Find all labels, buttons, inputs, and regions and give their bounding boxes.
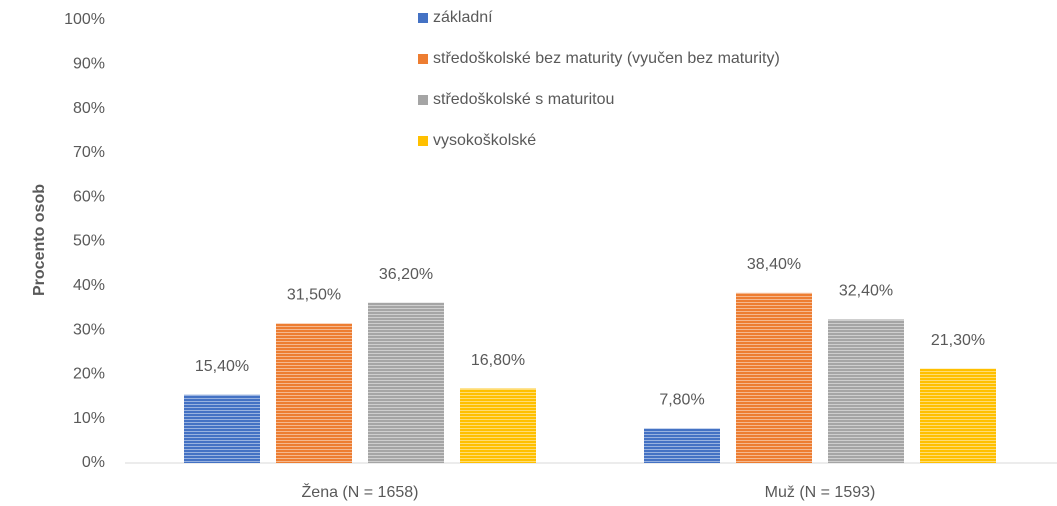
data-label: 16,80% [471,352,525,369]
data-label: 36,20% [379,266,433,283]
bar [736,292,812,463]
y-tick-label: 20% [73,366,105,383]
y-tick-label: 40% [73,277,105,294]
legend-swatch [418,95,428,105]
data-label: 31,50% [287,287,341,304]
bar [644,428,720,463]
bar [368,302,444,463]
bar [460,388,536,463]
y-tick-label: 90% [73,56,105,73]
y-tick-label: 80% [73,100,105,117]
y-tick-label: 70% [73,144,105,161]
legend-label: středoškolské bez maturity (vyučen bez m… [433,50,780,67]
y-tick-label: 10% [73,410,105,427]
y-tick-label: 100% [64,11,105,28]
x-tick-label: Muž (N = 1593) [765,484,876,501]
legend-swatch [418,13,428,23]
data-label: 7,80% [659,392,704,409]
data-label: 38,40% [747,256,801,273]
legend-label: středoškolské s maturitou [433,91,614,108]
legend-label: vysokoškolské [433,132,536,149]
x-tick-label: Žena (N = 1658) [302,482,419,501]
data-label: 21,30% [931,332,985,349]
bar [276,323,352,463]
legend-label: základní [433,9,493,26]
bar [828,319,904,463]
legend-swatch [418,136,428,146]
legend-swatch [418,54,428,64]
bar [184,394,260,463]
y-tick-label: 50% [73,233,105,250]
data-label: 32,40% [839,283,893,300]
y-tick-label: 0% [82,454,105,471]
bar [920,368,996,463]
data-label: 15,40% [195,358,249,375]
y-axis-label: Procento osob [31,184,48,296]
y-tick-label: 60% [73,188,105,205]
y-tick-label: 30% [73,321,105,338]
